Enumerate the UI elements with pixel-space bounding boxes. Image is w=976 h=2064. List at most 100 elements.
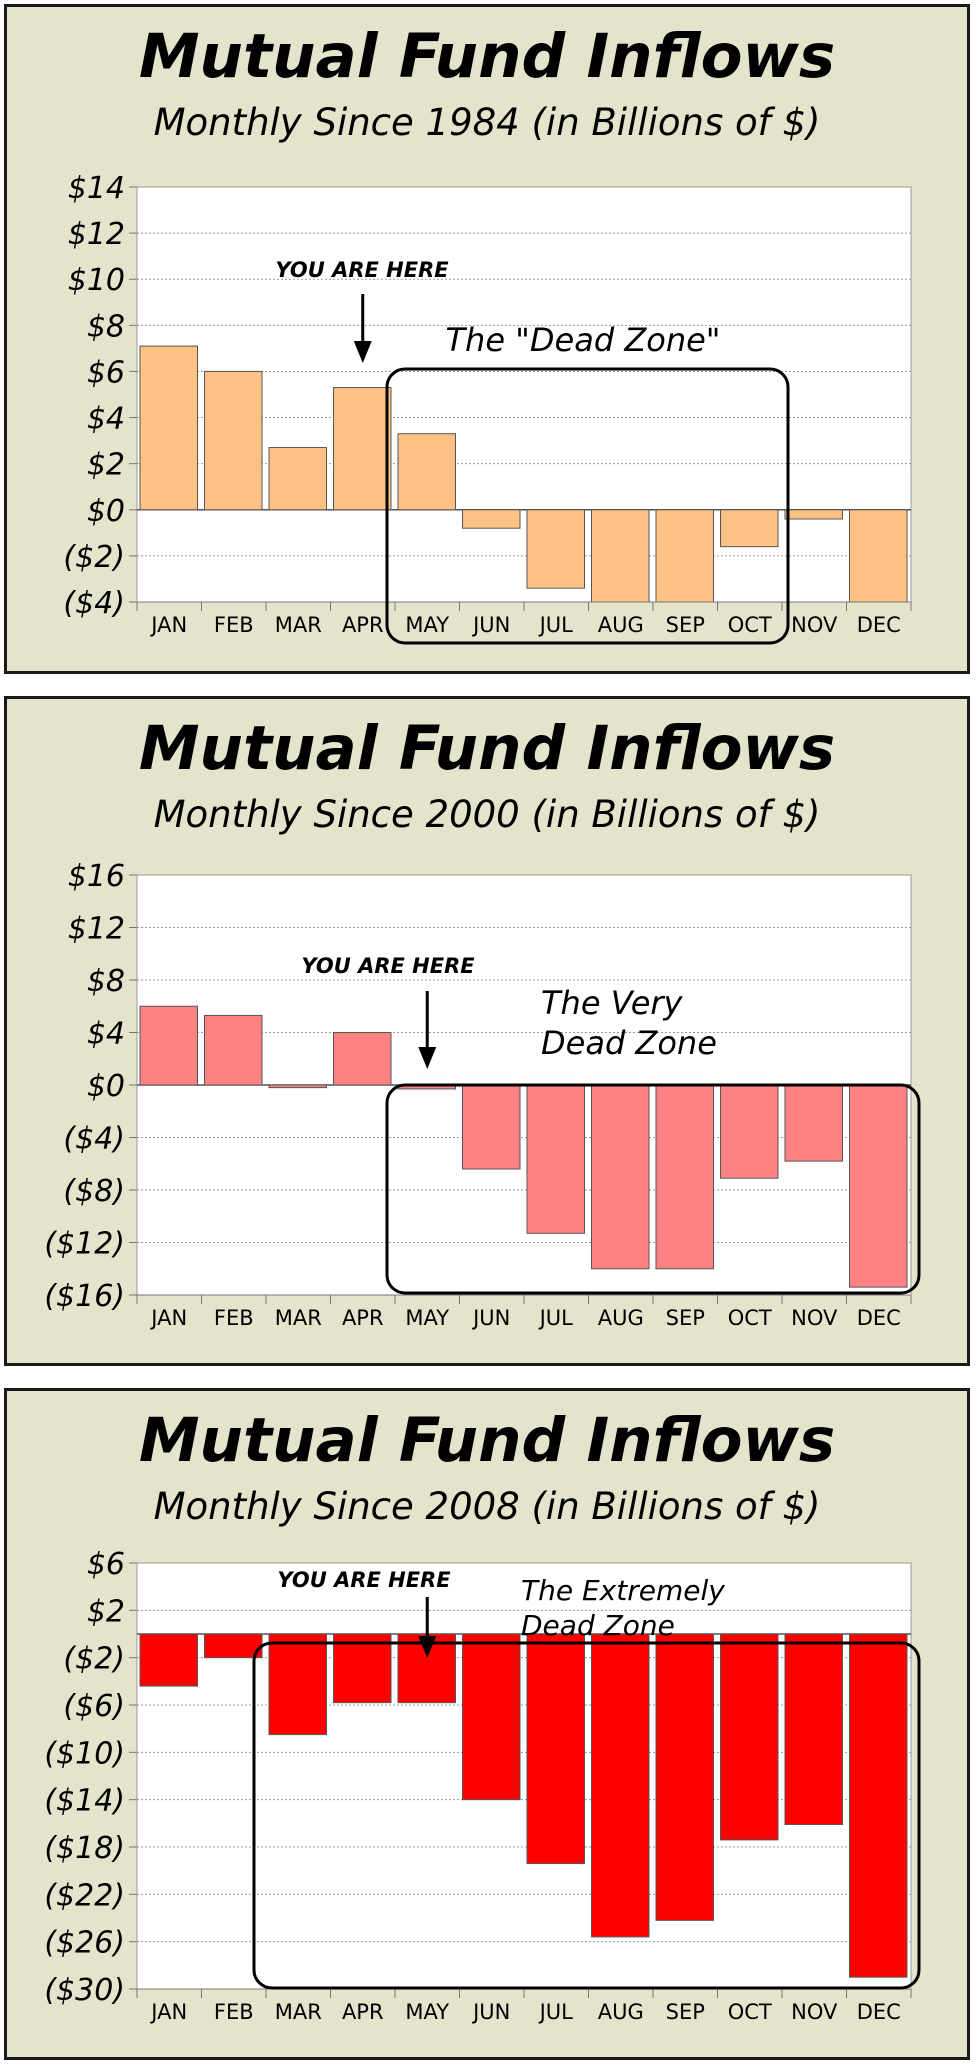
- bar-jun: [462, 509, 521, 529]
- x-tick-label: OCT: [728, 2000, 772, 2024]
- x-tick-label: MAR: [275, 613, 322, 637]
- dead-zone-label-line: The Extremely: [521, 1574, 725, 1607]
- x-tick-label: APR: [342, 2000, 384, 2024]
- y-tick-label: ($4): [63, 1122, 125, 1157]
- x-tick-label: MAY: [405, 1306, 449, 1330]
- x-tick-label: MAY: [405, 613, 449, 637]
- bar-feb: [204, 1633, 263, 1659]
- x-tick-label: MAR: [275, 1306, 322, 1330]
- you-are-here-label: YOU ARE HERE: [275, 258, 449, 282]
- y-tick-label: ($12): [44, 1227, 125, 1262]
- y-tick-label: $12: [68, 912, 125, 947]
- bar-apr: [333, 1633, 392, 1704]
- y-tick-label: $4: [87, 1017, 125, 1052]
- y-tick-label: $2: [87, 1594, 125, 1629]
- x-tick-label: AUG: [598, 1306, 644, 1330]
- bar-apr: [333, 387, 392, 511]
- y-tick-label: ($22): [44, 1878, 125, 1913]
- bar-jul: [526, 1084, 585, 1234]
- plot-area: [136, 186, 912, 603]
- x-tick-label: JUL: [538, 613, 574, 637]
- bar-oct: [720, 1084, 779, 1179]
- x-tick-label: DEC: [857, 1306, 901, 1330]
- x-tick-label: DEC: [857, 613, 901, 637]
- dead-zone-label-line: Dead Zone: [521, 1609, 675, 1642]
- y-tick-label: ($2): [63, 540, 125, 575]
- bar-jul: [526, 509, 585, 589]
- x-tick-label: AUG: [598, 613, 644, 637]
- x-tick-label: JUL: [538, 2000, 574, 2024]
- bar-nov: [784, 1633, 843, 1826]
- dead-zone-box: [385, 1083, 921, 1295]
- x-tick-label: FEB: [214, 1306, 254, 1330]
- bar-aug: [591, 509, 650, 603]
- bar-sep: [655, 1633, 714, 1921]
- x-tick-label: APR: [342, 613, 384, 637]
- dead-zone-label-line: The "Dead Zone": [445, 321, 720, 359]
- y-tick-label: $0: [87, 1069, 125, 1104]
- bar-jan: [139, 345, 198, 511]
- x-tick-label: JAN: [149, 613, 187, 637]
- chart-title: Mutual Fund Inflows: [138, 713, 836, 784]
- bar-dec: [849, 509, 908, 603]
- x-tick-label: MAY: [405, 2000, 449, 2024]
- x-tick-label: MAR: [275, 2000, 322, 2024]
- bar-chart-2000: $16 $12 $8 $4 $0 ($4) ($8) ($12) ($16) JAN FEB MAR A…: [44, 859, 921, 1330]
- x-tick-label: DEC: [857, 2000, 901, 2024]
- x-tick-label: JAN: [149, 1306, 187, 1330]
- bar-jun: [462, 1633, 521, 1801]
- y-tick-label: $8: [87, 964, 125, 999]
- bar-dec: [849, 1084, 908, 1288]
- bar-jul: [526, 1633, 585, 1865]
- x-tick-label: SEP: [666, 2000, 705, 2024]
- x-tick-label: SEP: [666, 1306, 705, 1330]
- x-tick-label: NOV: [791, 1306, 838, 1330]
- dead-zone-label-line: The Very: [541, 984, 684, 1022]
- y-tick-label: $6: [87, 355, 125, 390]
- y-tick-label: $16: [68, 859, 125, 894]
- bar-nov: [784, 1084, 843, 1162]
- y-tick-label: $14: [68, 171, 125, 206]
- you-are-here-arrow-head: [418, 1047, 437, 1069]
- bar-nov: [784, 509, 843, 520]
- dead-zone-label-line: Dead Zone: [541, 1024, 717, 1062]
- x-tick-label: JUN: [471, 613, 510, 637]
- y-tick-label: ($18): [44, 1831, 125, 1866]
- you-are-here-arrow-head: [353, 341, 372, 363]
- bar-jan: [139, 1005, 198, 1086]
- y-tick-label: $10: [68, 263, 125, 298]
- x-tick-label: JUN: [471, 2000, 510, 2024]
- y-tick-label: ($30): [44, 1973, 125, 2008]
- chart-panel-1984: Mutual Fund Inflows Monthly Since 1984 (…: [4, 4, 970, 674]
- bar-mar: [268, 1633, 327, 1736]
- bar-feb: [204, 370, 263, 511]
- bar-aug: [591, 1633, 650, 1938]
- bar-apr: [333, 1032, 392, 1086]
- y-tick-label: ($6): [63, 1689, 125, 1724]
- bar-may: [397, 433, 456, 511]
- x-tick-label: JUN: [471, 1306, 510, 1330]
- bar-chart-1984: $14 $12 $10 $8 $6 $4 $2 $0 ($2) ($4) JAN FEB MAR APR M…: [63, 171, 912, 645]
- y-tick-label: $0: [87, 494, 125, 529]
- y-tick-label: ($14): [44, 1784, 125, 1819]
- x-tick-label: APR: [342, 1306, 384, 1330]
- y-tick-label: $8: [87, 309, 125, 344]
- bar-dec: [849, 1633, 908, 1978]
- x-tick-label: FEB: [214, 613, 254, 637]
- chart-subtitle: Monthly Since 2008 (in Billions of $): [153, 1485, 821, 1528]
- x-tick-label: OCT: [728, 613, 772, 637]
- x-tick-label: OCT: [728, 1306, 772, 1330]
- dead-zone-label: The Extremely Dead Zone: [521, 1574, 725, 1642]
- chart-subtitle: Monthly Since 2000 (in Billions of $): [153, 793, 821, 836]
- y-tick-label: $2: [87, 448, 125, 483]
- bar-oct: [720, 1633, 779, 1841]
- chart-subtitle: Monthly Since 1984 (in Billions of $): [153, 101, 821, 144]
- y-tick-label: ($8): [63, 1174, 125, 1209]
- chart-title: Mutual Fund Inflows: [138, 21, 836, 92]
- bar-sep: [655, 509, 714, 603]
- x-tick-label: JAN: [149, 2000, 187, 2024]
- chart-panel-2008: Mutual Fund Inflows Monthly Since 2008 (…: [4, 1388, 970, 2060]
- x-tick-label: JUL: [538, 1306, 574, 1330]
- dead-zone-label: The "Dead Zone": [445, 321, 720, 359]
- bar-chart-2008: $6 $2 ($2) ($6) ($10) ($14) ($18) ($22) ($26) ($3…: [44, 1547, 921, 2024]
